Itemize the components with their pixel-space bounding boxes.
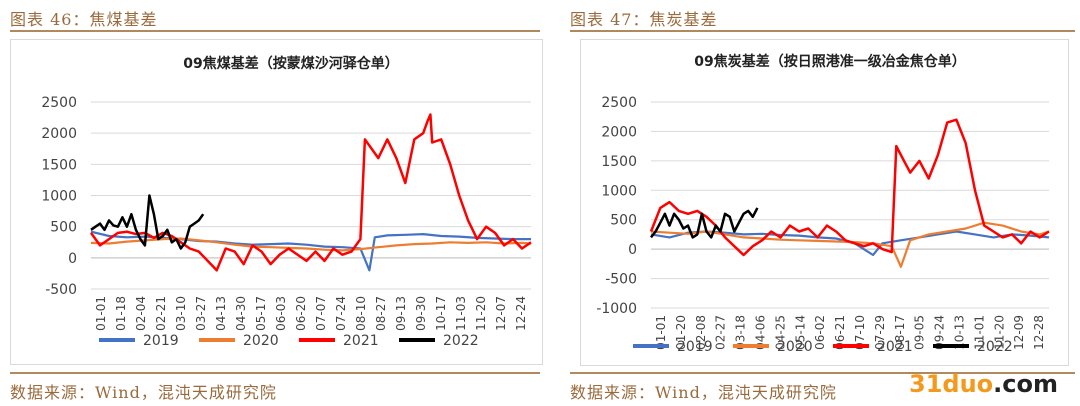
series-line-2022 <box>650 207 759 239</box>
x-tick-label: 11-01 <box>972 315 986 350</box>
y-tick-label: 500 <box>50 220 77 236</box>
left-source-rule <box>10 372 540 374</box>
x-tick-label: 01-01 <box>94 296 108 331</box>
legend-label-2019: 2019 <box>143 333 179 349</box>
left-figure-title: 图表 46：焦煤基差 <box>10 10 158 29</box>
chart-title: 09焦炭基差（按日照港准一级冶金焦仓单） <box>694 53 965 70</box>
y-tick-label: 2000 <box>41 126 77 142</box>
x-tick-label: 12-24 <box>514 296 528 331</box>
x-tick-label: 01-01 <box>654 315 668 350</box>
right-chart: 09焦炭基差（按日照港准一级冶金焦仓单） -1000 -500 0 500 1000 150… <box>596 53 1050 355</box>
x-tick-label: 02-21 <box>154 296 168 331</box>
x-tick-label: 08-10 <box>354 296 368 331</box>
right-source-note: 数据来源：Wind，混沌天成研究院 <box>570 383 837 402</box>
x-tick-label: 12-07 <box>494 296 508 331</box>
x-tick-label: 08-17 <box>893 315 907 350</box>
x-tick-label: 01-20 <box>674 315 688 350</box>
y-tick-label: 2500 <box>601 95 637 111</box>
x-tick-label: 09-13 <box>394 296 408 331</box>
y-tick-label: -500 <box>45 282 77 298</box>
x-tick-label: 03-18 <box>734 315 748 350</box>
y-tick-label: 0 <box>628 242 637 258</box>
x-tick-label: 01-18 <box>114 296 128 331</box>
x-tick-label: 03-27 <box>194 296 208 331</box>
legend-label-2020: 2020 <box>243 333 279 349</box>
legend-label-2019: 2019 <box>677 339 713 355</box>
right-title-rule <box>570 30 1075 32</box>
x-tick-label: 06-21 <box>833 315 847 350</box>
y-tick-label: 1000 <box>601 183 637 199</box>
series-line-2021 <box>89 113 532 272</box>
x-tick-label: 07-29 <box>873 315 887 350</box>
legend-label-2020: 2020 <box>777 339 813 355</box>
left-chart-panel: 09焦煤基差（按蒙煤沙河驿仓单） -500 0 500 1000 1500 2000 2500… <box>10 39 543 365</box>
x-tick-label: 04-13 <box>214 296 228 331</box>
y-tick-label: 0 <box>68 251 77 267</box>
x-tick-label: 09-24 <box>933 315 947 350</box>
y-tick-label: 2500 <box>41 95 77 111</box>
left-title-rule <box>10 30 540 32</box>
x-tick-label: 07-24 <box>334 296 348 331</box>
x-tick-label: 04-30 <box>234 296 248 331</box>
legend-label-2022: 2022 <box>977 339 1013 355</box>
x-tick-label: 07-07 <box>314 296 328 331</box>
legend-label-2021: 2021 <box>343 333 379 349</box>
series-line-2022 <box>90 194 205 250</box>
x-tick-label: 12-09 <box>1012 315 1026 350</box>
x-tick-label: 10-13 <box>952 315 966 350</box>
x-tick-label: 06-03 <box>274 296 288 331</box>
watermark-logo: 31duo.com <box>909 370 1058 398</box>
right-chart-panel: 09焦炭基差（按日照港准一级冶金焦仓单） -1000 -500 0 500 1000 150… <box>580 39 1069 366</box>
x-tick-label: 08-27 <box>374 296 388 331</box>
x-tick-label: 02-08 <box>694 315 708 350</box>
x-tick-label: 07-10 <box>853 315 867 350</box>
y-tick-label: 500 <box>610 213 637 229</box>
left-source-note: 数据来源：Wind，混沌天成研究院 <box>10 383 277 402</box>
x-tick-label: 05-17 <box>254 296 268 331</box>
y-tick-label: -500 <box>605 272 637 288</box>
x-tick-label: 10-17 <box>434 296 448 331</box>
x-tick-label: 06-20 <box>294 296 308 331</box>
x-tick-label: 03-10 <box>174 296 188 331</box>
y-tick-label: 2000 <box>601 124 637 140</box>
x-tick-label: 11-20 <box>992 315 1006 350</box>
y-tick-label: 1500 <box>41 157 77 173</box>
y-tick-label: -1000 <box>596 301 637 317</box>
x-tick-label: 06-02 <box>813 315 827 350</box>
legend-label-2021: 2021 <box>877 339 913 355</box>
x-tick-label: 04-25 <box>773 315 787 350</box>
x-tick-label: 02-04 <box>134 296 148 331</box>
legend-label-2022: 2022 <box>443 333 479 349</box>
chart-title: 09焦煤基差（按蒙煤沙河驿仓单） <box>183 55 398 72</box>
x-tick-label: 04-06 <box>753 315 767 350</box>
right-figure-title: 图表 47：焦炭基差 <box>570 10 718 29</box>
x-tick-label: 11-03 <box>454 296 468 331</box>
x-tick-label: 09-30 <box>414 296 428 331</box>
y-tick-label: 1000 <box>41 189 77 205</box>
x-tick-label: 05-14 <box>793 315 807 350</box>
left-chart: 09焦煤基差（按蒙煤沙河驿仓单） -500 0 500 1000 1500 2000 2500… <box>41 55 532 349</box>
series-line-2020 <box>90 237 532 252</box>
y-tick-label: 1500 <box>601 154 637 170</box>
x-tick-label: 02-27 <box>714 315 728 350</box>
x-tick-label: 11-20 <box>474 296 488 331</box>
x-tick-label: 12-28 <box>1032 315 1046 350</box>
series-line-2021 <box>649 118 1050 257</box>
right-source-rule <box>570 372 1075 374</box>
x-tick-label: 09-05 <box>913 315 927 350</box>
